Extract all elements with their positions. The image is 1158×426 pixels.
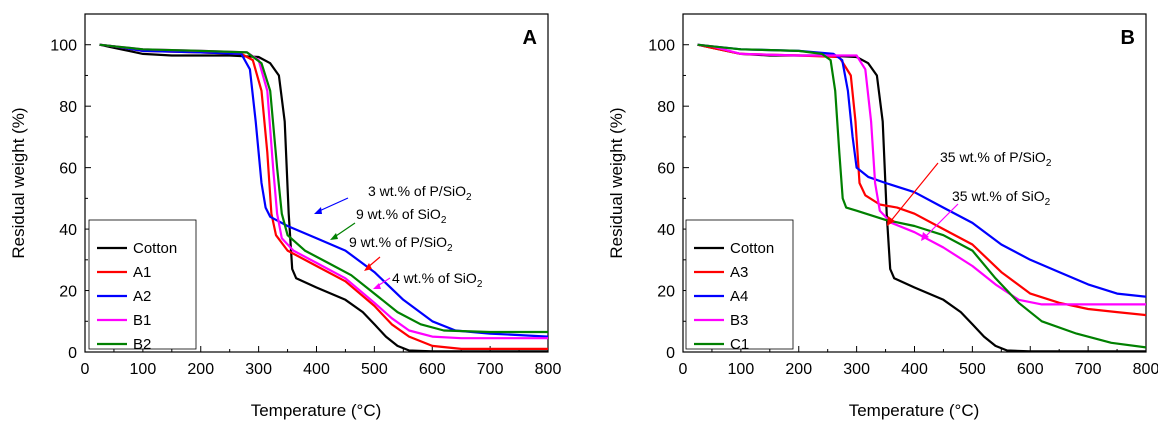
legend-label: A2 (133, 288, 151, 305)
y-tick-label: 100 (50, 38, 77, 55)
y-tick-label: 0 (666, 345, 675, 362)
x-tick-label: 500 (959, 361, 986, 378)
chart-panel-a: 0 100 200 300 400 500 600 700 800 0 20 40 60 80 100 Te… (9, 13, 561, 420)
annotation-text: 3 wt.% of P/SiO2 (368, 183, 472, 203)
annotation-text: 4 wt.% of SiO2 (392, 270, 483, 290)
panel-label: B (1121, 27, 1135, 49)
panel-label: A (523, 27, 537, 49)
annotation-arrow (924, 203, 959, 238)
y-tick-label: 40 (59, 222, 77, 239)
x-tick-label: 300 (245, 361, 272, 378)
data-lines (99, 43, 549, 353)
axis-ticks: 0 100 200 300 400 500 600 700 800 0 20 40 60 80 100 (50, 38, 561, 378)
series-line-a2 (99, 43, 549, 338)
annotation-text: 35 wt.% of P/SiO2 (940, 149, 1052, 169)
legend-label: C1 (730, 336, 749, 353)
x-tick-label: 100 (728, 361, 755, 378)
annotation-text: 9 wt.% of P/SiO2 (349, 234, 453, 254)
annotation-group: 35 wt.% of P/SiO2 35 wt.% of SiO2 (887, 149, 1052, 241)
annotation-group: 9 wt.% of P/SiO2 9 wt.% of SiO2 3 wt.% o… (314, 183, 483, 290)
x-tick-label: 200 (785, 361, 812, 378)
x-tick-label: 200 (187, 361, 214, 378)
annotation-arrowhead (887, 216, 895, 226)
series-line-cotton (99, 43, 548, 353)
y-tick-label: 0 (68, 345, 77, 362)
y-axis-title: Residual weight (%) (9, 107, 28, 258)
legend-box (88, 219, 197, 350)
legend-label: A3 (730, 264, 748, 281)
x-tick-label: 300 (843, 361, 870, 378)
legend: Cotton A3 A4 B3 C1 (685, 219, 794, 353)
chart-panel-b: 0 100 200 300 400 500 600 700 800 0 20 40 60 80 100 Te… (607, 13, 1158, 420)
x-tick-label: 700 (1075, 361, 1102, 378)
y-tick-label: 20 (657, 284, 675, 301)
x-tick-label: 600 (419, 361, 446, 378)
legend-label: A1 (133, 264, 151, 281)
y-tick-label: 60 (657, 161, 675, 178)
y-tick-label: 80 (59, 99, 77, 116)
y-tick-label: 20 (59, 284, 77, 301)
annotation-arrowhead (364, 263, 372, 271)
legend-label: B2 (133, 336, 151, 353)
x-tick-label: 600 (1017, 361, 1044, 378)
data-lines (697, 43, 1147, 353)
legend-label: B3 (730, 312, 748, 329)
x-tick-label: 0 (679, 361, 688, 378)
x-tick-label: 800 (535, 361, 562, 378)
y-tick-label: 80 (657, 99, 675, 116)
y-tick-label: 60 (59, 161, 77, 178)
legend-label: B1 (133, 312, 151, 329)
x-tick-label: 500 (361, 361, 388, 378)
x-axis-title: Temperature (°C) (849, 401, 980, 420)
annotation-arrow (316, 197, 349, 213)
legend-box (685, 219, 794, 350)
x-tick-label: 400 (303, 361, 330, 378)
x-tick-label: 0 (81, 361, 90, 378)
annotation-arrow (889, 162, 939, 223)
y-tick-label: 40 (657, 222, 675, 239)
legend-label: A4 (730, 288, 748, 305)
legend-label: Cotton (133, 240, 177, 257)
legend: Cotton A1 A2 B1 B2 (88, 219, 197, 353)
axis-ticks: 0 100 200 300 400 500 600 700 800 0 20 40 60 80 100 (648, 38, 1158, 378)
annotation-text: 35 wt.% of SiO2 (952, 188, 1051, 208)
x-tick-label: 100 (130, 361, 157, 378)
series-line-c1 (697, 43, 1147, 349)
annotation-arrowhead (921, 232, 929, 241)
legend-label: Cotton (730, 240, 774, 257)
annotation-arrowhead (314, 207, 322, 214)
y-axis-title: Residual weight (%) (607, 107, 626, 258)
annotation-text: 9 wt.% of SiO2 (356, 206, 447, 226)
series-line-b3 (697, 43, 1146, 306)
y-tick-label: 100 (648, 38, 675, 55)
series-line-b2 (99, 43, 548, 334)
annotation-arrowhead (373, 283, 381, 289)
x-axis-title: Temperature (°C) (251, 401, 382, 420)
annotation-arrowhead (330, 233, 338, 240)
x-tick-label: 800 (1133, 361, 1158, 378)
x-tick-label: 400 (901, 361, 928, 378)
x-tick-label: 700 (477, 361, 504, 378)
